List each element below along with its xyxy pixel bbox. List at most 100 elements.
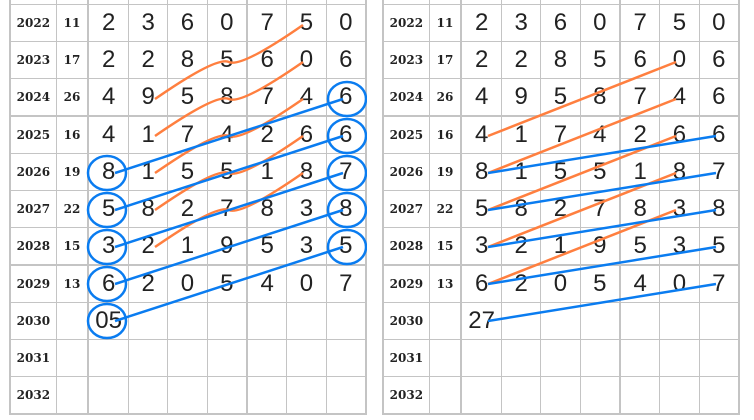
digit-cell: 6 [325, 78, 367, 117]
digit-cell [127, 302, 169, 340]
year-cell: 2031 [381, 339, 430, 377]
digit-cell [245, 376, 288, 415]
digit-cell: 8 [500, 190, 542, 228]
digit-cell: 8 [167, 41, 208, 79]
digit-cell: 2 [500, 264, 542, 303]
grid-row: 2027 22 5 8 2 7 8 3 8 [381, 190, 740, 228]
issue-count-cell: 13 [428, 264, 462, 303]
digit-cell: 27 [460, 302, 502, 340]
issue-count-cell: 17 [428, 41, 462, 79]
issue-count-cell: 16 [55, 115, 89, 154]
issue-count-cell: 19 [428, 153, 462, 191]
digit-cell: 2 [500, 227, 542, 266]
digit-cell [286, 376, 327, 415]
grid-row: 2027 22 5 8 2 7 8 3 8 [8, 190, 367, 228]
digit-cell: 7 [579, 190, 621, 228]
digit-cell: 7 [698, 153, 740, 191]
grid-row: 2025 16 4 1 7 4 2 6 6 [381, 115, 740, 154]
digit-cell: 7 [540, 115, 581, 154]
digit-cell [206, 339, 248, 377]
digit-cell [540, 302, 581, 340]
digit-cell [325, 302, 367, 340]
digit-cell: 0 [286, 264, 327, 303]
digit-cell: 4 [286, 78, 327, 117]
digit-cell: 0 [659, 41, 700, 79]
issue-count-cell [55, 339, 89, 377]
digit-cell: 5 [460, 190, 502, 228]
digit-cell: 1 [245, 153, 288, 191]
digit-cell: 3 [286, 227, 327, 266]
digit-cell: 7 [167, 115, 208, 154]
digit-cell [500, 339, 542, 377]
digit-cell: 5 [579, 264, 621, 303]
digit-cell: 9 [127, 78, 169, 117]
issue-count-cell: 17 [55, 41, 89, 79]
digit-cell: 6 [87, 264, 129, 303]
digit-cell [698, 339, 740, 377]
year-cell: 2026 [8, 153, 57, 191]
left-chart-panel: 2022 11 2 3 6 0 7 5 0 2023 17 2 2 8 5 6 0 6 2024 26 4 9 5 8 7 4 6 2… [8, 0, 367, 415]
digit-cell: 05 [87, 302, 129, 340]
issue-count-cell: 13 [55, 264, 89, 303]
issue-count-cell: 16 [428, 115, 462, 154]
digit-cell: 6 [460, 264, 502, 303]
digit-cell [500, 376, 542, 415]
digit-cell: 4 [245, 264, 288, 303]
digit-cell: 5 [325, 227, 367, 266]
digit-cell [579, 339, 621, 377]
digit-cell: 4 [87, 115, 129, 154]
digit-cell [659, 376, 700, 415]
digit-cell [127, 339, 169, 377]
digit-cell: 5 [540, 153, 581, 191]
year-cell: 2025 [381, 115, 430, 154]
grid-row: 2030 05 [8, 302, 367, 340]
digit-cell: 4 [87, 78, 129, 117]
digit-cell: 5 [286, 4, 327, 42]
digit-cell: 8 [245, 190, 288, 228]
digit-cell: 2 [167, 190, 208, 228]
digit-cell: 2 [460, 41, 502, 79]
digit-cell: 0 [167, 264, 208, 303]
digit-cell [167, 302, 208, 340]
digit-cell: 3 [286, 190, 327, 228]
grid-row: 2030 27 [381, 302, 740, 340]
grid-row: 2026 19 8 1 5 5 1 8 7 [8, 153, 367, 191]
digit-cell [460, 376, 502, 415]
grid-row: 2031 [381, 339, 740, 377]
number-grid: 2022 11 2 3 6 0 7 5 0 2023 17 2 2 8 5 6 0 6 2024 26 4 9 5 8 7 4 6 2… [8, 0, 367, 415]
digit-cell: 5 [618, 227, 661, 266]
digit-cell: 2 [127, 227, 169, 266]
digit-cell: 3 [127, 4, 169, 42]
digit-cell: 5 [167, 78, 208, 117]
issue-count-cell [428, 339, 462, 377]
year-cell: 2023 [381, 41, 430, 79]
year-cell: 2024 [8, 78, 57, 117]
digit-cell: 5 [245, 227, 288, 266]
digit-cell: 7 [245, 4, 288, 42]
digit-cell [460, 339, 502, 377]
digit-cell: 3 [87, 227, 129, 266]
digit-cell: 6 [325, 115, 367, 154]
grid-row: 2022 11 2 3 6 0 7 5 0 [8, 4, 367, 42]
digit-cell: 4 [659, 78, 700, 117]
digit-cell: 9 [206, 227, 248, 266]
digit-cell: 0 [206, 4, 248, 42]
digit-cell: 3 [659, 227, 700, 266]
grid-row: 2032 [381, 376, 740, 415]
digit-cell: 6 [167, 4, 208, 42]
year-cell: 2023 [8, 41, 57, 79]
grid-row: 2028 15 3 2 1 9 5 3 5 [381, 227, 740, 266]
digit-cell [698, 376, 740, 415]
year-cell: 2024 [381, 78, 430, 117]
digit-cell: 2 [87, 4, 129, 42]
digit-cell: 6 [659, 115, 700, 154]
year-cell: 2032 [8, 376, 57, 415]
digit-cell: 4 [618, 264, 661, 303]
year-cell: 2022 [8, 4, 57, 42]
grid-row: 2026 19 8 1 5 5 1 8 7 [381, 153, 740, 191]
digit-cell: 7 [325, 264, 367, 303]
digit-cell: 6 [540, 4, 581, 42]
issue-count-cell: 22 [55, 190, 89, 228]
issue-count-cell [55, 376, 89, 415]
digit-cell [167, 376, 208, 415]
